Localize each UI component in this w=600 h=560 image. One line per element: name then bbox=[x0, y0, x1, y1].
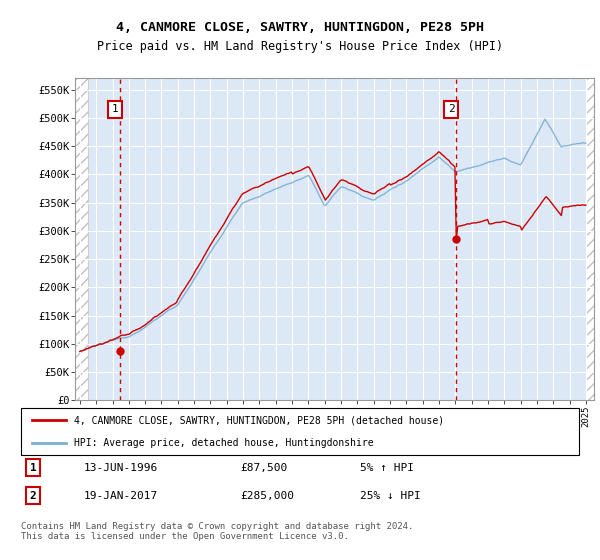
Text: £87,500: £87,500 bbox=[240, 463, 287, 473]
Text: 2: 2 bbox=[448, 105, 455, 114]
Text: Contains HM Land Registry data © Crown copyright and database right 2024.
This d: Contains HM Land Registry data © Crown c… bbox=[21, 522, 413, 542]
Text: HPI: Average price, detached house, Huntingdonshire: HPI: Average price, detached house, Hunt… bbox=[74, 438, 374, 448]
Text: 1: 1 bbox=[112, 105, 118, 114]
Text: 1: 1 bbox=[29, 463, 37, 473]
Bar bbox=[75, 78, 88, 400]
Text: 4, CANMORE CLOSE, SAWTRY, HUNTINGDON, PE28 5PH (detached house): 4, CANMORE CLOSE, SAWTRY, HUNTINGDON, PE… bbox=[74, 416, 445, 426]
Text: 2: 2 bbox=[29, 491, 37, 501]
Text: 5% ↑ HPI: 5% ↑ HPI bbox=[360, 463, 414, 473]
Text: £285,000: £285,000 bbox=[240, 491, 294, 501]
Text: Price paid vs. HM Land Registry's House Price Index (HPI): Price paid vs. HM Land Registry's House … bbox=[97, 40, 503, 53]
Text: 4, CANMORE CLOSE, SAWTRY, HUNTINGDON, PE28 5PH: 4, CANMORE CLOSE, SAWTRY, HUNTINGDON, PE… bbox=[116, 21, 484, 34]
FancyBboxPatch shape bbox=[21, 408, 579, 455]
Bar bbox=[586, 78, 594, 400]
Text: 19-JAN-2017: 19-JAN-2017 bbox=[84, 491, 158, 501]
Text: 13-JUN-1996: 13-JUN-1996 bbox=[84, 463, 158, 473]
Text: 25% ↓ HPI: 25% ↓ HPI bbox=[360, 491, 421, 501]
